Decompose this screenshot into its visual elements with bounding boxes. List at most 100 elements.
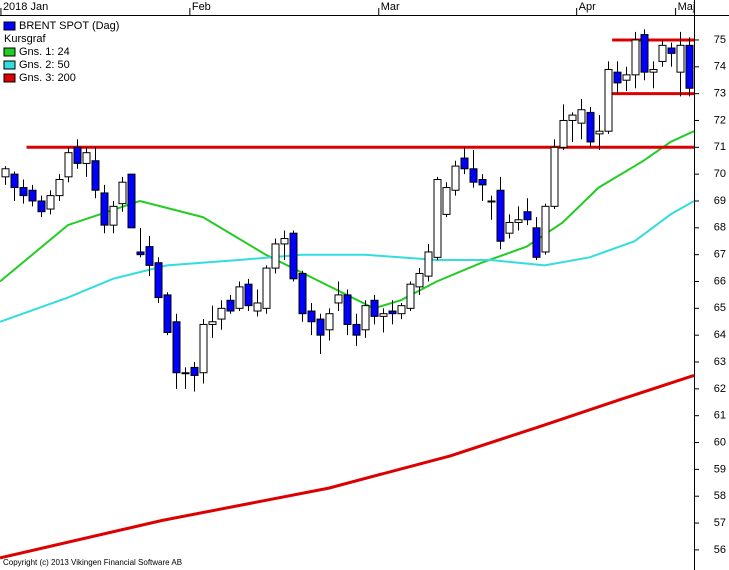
candle-body — [217, 307, 226, 320]
candle-body — [406, 283, 415, 309]
y-tick-label: 70 — [714, 168, 726, 180]
candle-body — [235, 286, 244, 309]
candle-body — [424, 251, 433, 277]
candle-body — [334, 294, 343, 304]
y-tick-label: 65 — [714, 302, 726, 314]
candle-body — [676, 44, 685, 73]
candle-body — [478, 179, 487, 186]
candle-body — [208, 321, 217, 325]
candle-body — [244, 283, 253, 307]
candle-body — [541, 205, 550, 253]
candle-body — [568, 114, 577, 121]
y-tick-label: 67 — [714, 249, 726, 261]
copyright: Copyright (c) 2013 Vikingen Financial So… — [3, 558, 182, 567]
candle-body — [271, 243, 280, 269]
candle-body — [415, 272, 424, 288]
candle-body — [172, 321, 181, 374]
candle-body — [595, 130, 604, 135]
candle-body — [370, 299, 379, 317]
y-tick-label: 73 — [714, 88, 726, 100]
candle-body — [1, 168, 10, 178]
x-tick-label: Mar — [381, 1, 400, 13]
y-tick-label: 74 — [714, 61, 726, 73]
candle-body — [307, 310, 316, 323]
candle-body — [226, 299, 235, 312]
candle-body — [361, 305, 370, 331]
candle-body — [559, 119, 568, 148]
candle-body — [37, 200, 46, 213]
candle-body — [154, 262, 163, 299]
candle-body — [532, 227, 541, 258]
moving-average-line — [0, 200, 695, 323]
y-tick-label: 58 — [714, 490, 726, 502]
x-tick-label: Feb — [192, 1, 211, 13]
candle-body — [433, 179, 442, 258]
candle-body — [577, 109, 586, 124]
candle-body — [514, 219, 523, 223]
candle-body — [397, 305, 406, 315]
y-tick-label: 59 — [714, 463, 726, 475]
candle-body — [604, 68, 613, 132]
candle-body — [487, 200, 496, 203]
candle-body — [64, 152, 73, 178]
y-tick-label: 57 — [714, 517, 726, 529]
candle-body — [631, 39, 640, 76]
candle-body — [667, 47, 676, 54]
candle-body — [10, 173, 19, 189]
candle-body — [199, 323, 208, 374]
candle-body — [613, 71, 622, 84]
y-tick-label: 63 — [714, 356, 726, 368]
legend-swatch — [3, 47, 16, 57]
candle-body — [505, 221, 514, 234]
candle-body — [316, 318, 325, 336]
candle-body — [451, 165, 460, 191]
candle-body — [163, 294, 172, 333]
candle-body — [586, 111, 595, 143]
candle-body — [622, 74, 631, 81]
legend-swatch — [3, 21, 16, 31]
candle-body — [523, 211, 532, 221]
candle-body — [388, 310, 397, 315]
candle-body — [658, 44, 667, 62]
candle-body — [460, 157, 469, 170]
legend-title: Kursgraf — [4, 33, 47, 45]
candle-body — [298, 272, 307, 315]
candle-body — [442, 187, 451, 215]
candle-body — [640, 34, 649, 73]
candle-body — [550, 146, 559, 207]
candle-body — [136, 251, 145, 256]
candle-body — [190, 366, 199, 376]
candle-body — [55, 179, 64, 197]
plot-area — [0, 29, 695, 560]
y-tick-label: 69 — [714, 195, 726, 207]
y-tick-label: 64 — [714, 329, 726, 341]
legend-label: Gns. 3: 200 — [19, 72, 76, 84]
moving-average-line — [0, 130, 695, 310]
candle-body — [91, 160, 100, 191]
candle-body — [19, 187, 28, 197]
candle-body — [649, 68, 658, 73]
x-tick-label: Apr — [579, 1, 596, 13]
y-tick-label: 68 — [714, 222, 726, 234]
candle-body — [28, 189, 37, 202]
candle-body — [100, 192, 109, 226]
x-tick-label: Maj — [678, 1, 696, 13]
y-tick-label: 72 — [714, 114, 726, 126]
candle-body — [352, 323, 361, 336]
y-tick-label: 75 — [714, 34, 726, 46]
y-tick-label: 66 — [714, 275, 726, 287]
y-tick-label: 56 — [714, 544, 726, 556]
x-tick-label: 2018 Jan — [3, 1, 48, 13]
candle-body — [280, 238, 289, 245]
candle-body — [343, 294, 352, 325]
legend-label: Gns. 1: 24 — [19, 46, 70, 58]
candle-body — [145, 246, 154, 266]
candle-body — [118, 181, 127, 205]
legend-label: BRENT SPOT (Dag) — [19, 20, 119, 32]
y-tick-label: 61 — [714, 410, 726, 422]
y-tick-label: 71 — [714, 141, 726, 153]
candle-body — [181, 372, 190, 375]
y-tick-label: 60 — [714, 436, 726, 448]
